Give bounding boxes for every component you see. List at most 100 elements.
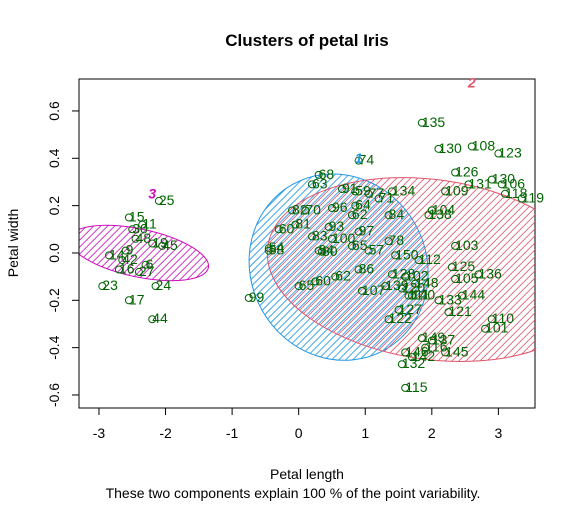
point-marker [481,324,490,333]
point-label: 70 [305,201,321,217]
point-marker [98,282,107,291]
point-label: 134 [392,182,416,198]
point-label: 137 [432,332,456,348]
point-label: 110 [492,310,515,326]
point-marker [397,360,406,369]
point-label: 91 [342,180,358,196]
y-tick-label: 0.2 [46,196,62,216]
point-marker [288,206,297,215]
point-marker [121,246,130,255]
x-tick-label: 1 [361,425,369,441]
point-label: 115 [405,379,428,395]
point-label: 139 [385,277,409,293]
point-label: 138 [428,206,452,222]
point-marker [331,272,340,281]
point-marker [114,265,123,274]
point-marker [391,251,400,260]
point-label: 65 [352,237,368,253]
cluster-labels: 1 2 3 [148,74,476,201]
point-marker [118,256,127,265]
point-marker [274,225,283,234]
point-marker [401,272,410,281]
point-marker [364,246,373,255]
point-marker [434,296,443,305]
point-label: 6 [146,256,154,272]
point-marker [494,149,503,158]
y-axis: -0.6 -0.4 -0.2 0.0 0.2 0.4 0.6 [46,101,80,407]
point-label: 74 [359,152,375,168]
point-label: 135 [422,114,446,130]
point-marker [404,291,413,300]
point-marker [131,234,140,243]
point-marker [351,187,360,196]
point-marker [394,305,403,314]
point-marker [417,118,426,127]
point-label: 101 [485,320,509,336]
point-marker [451,168,460,177]
point-label: 118 [505,185,528,201]
point-label: 105 [455,270,479,286]
point-marker [411,279,420,288]
point-marker [451,241,460,250]
point-label: 107 [362,282,386,298]
point-marker [337,185,346,194]
point-marker [324,222,333,231]
point-marker [307,180,316,189]
point-label: 142 [412,348,436,364]
point-marker [141,260,150,269]
point-label: 48 [136,230,152,246]
point-marker [464,180,473,189]
point-label: 122 [389,310,413,326]
point-marker [104,251,113,260]
point-marker [317,247,326,256]
point-marker [314,246,323,255]
point-marker [138,220,147,229]
point-marker [301,206,310,215]
point-label: 140 [412,287,436,303]
point-marker [351,201,360,210]
y-axis-label: Petal width [5,209,21,277]
point-marker [151,282,160,291]
point-marker [154,196,163,205]
point-label: 145 [445,343,469,359]
point-marker [451,275,460,284]
point-marker [148,239,157,248]
x-axis-label: Petal length [270,466,344,482]
point-label: 127 [399,301,423,317]
point-marker [291,220,300,229]
point-label: 103 [455,237,479,253]
point-marker [354,156,363,165]
point-label: 9 [126,242,134,258]
point-label: 83 [312,227,328,243]
point-label: 30 [132,220,148,236]
point-marker [294,282,303,291]
point-label: 133 [438,291,462,307]
point-label: 112 [419,251,442,267]
point-label: 60 [315,272,331,288]
point-marker [354,265,363,274]
cluster-2-ellipse [266,177,535,362]
point-marker [444,308,453,317]
point-marker [264,246,273,255]
point-marker [424,211,433,220]
point-label: 109 [445,182,469,198]
point-label: 94 [319,242,335,258]
chart-subtitle: These two components explain 100 % of th… [106,485,481,501]
point-marker [158,241,167,250]
point-label: 104 [432,201,456,217]
chart-title: Clusters of petal Iris [225,31,388,50]
point-label: 86 [359,261,375,277]
y-tick-label: 0.6 [46,101,62,121]
point-label: 27 [139,263,155,279]
point-marker [384,315,393,324]
point-label: 71 [379,190,395,206]
point-marker [447,263,456,272]
cluster-3-ellipse [79,224,210,282]
point-marker [497,180,506,189]
x-tick-label: 2 [428,425,436,441]
point-marker [397,284,406,293]
point-marker [467,142,476,151]
